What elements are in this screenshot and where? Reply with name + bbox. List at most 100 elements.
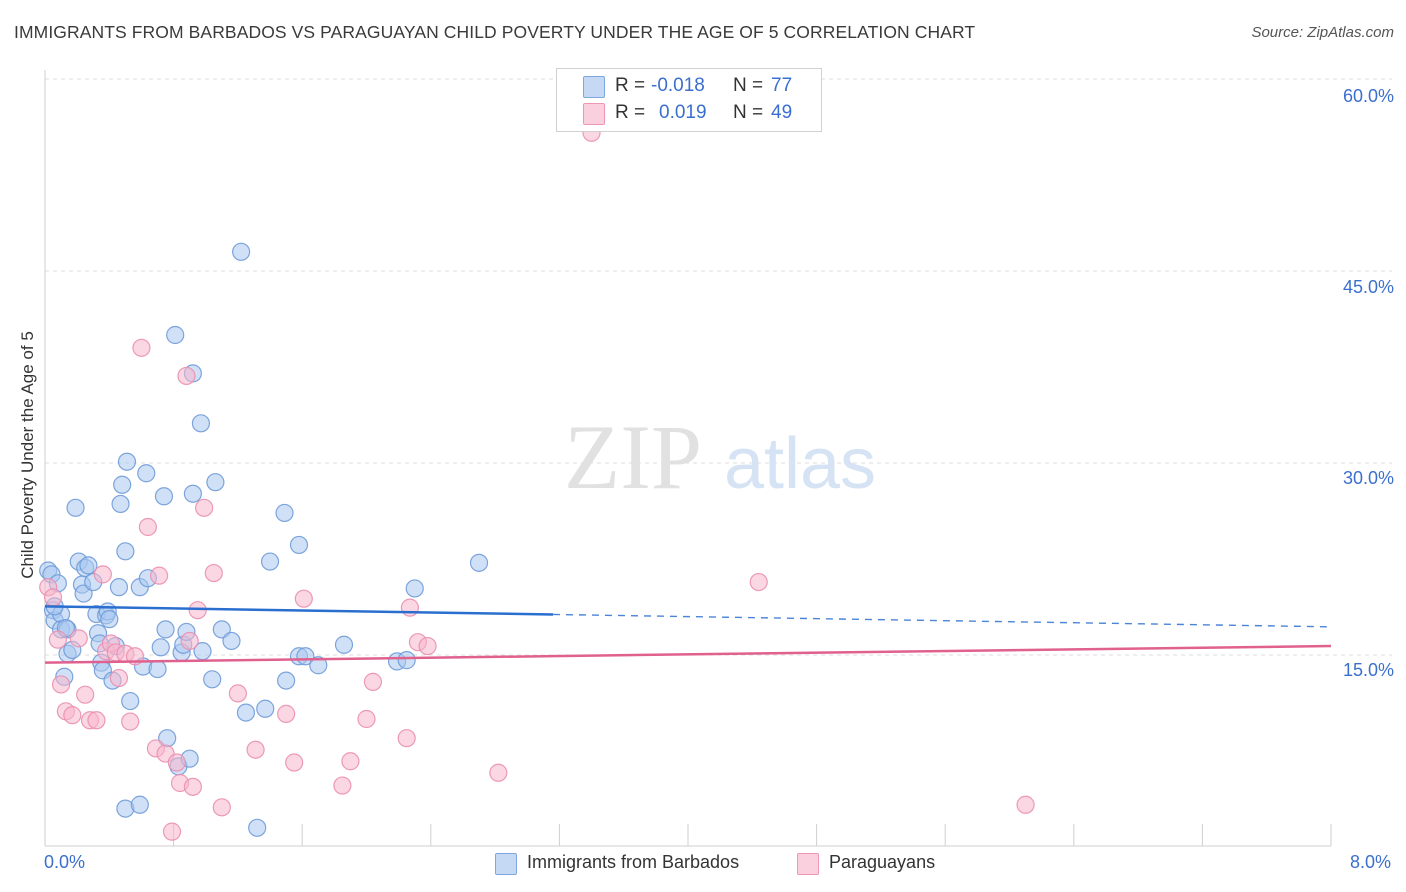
data-point-barbados <box>166 325 185 345</box>
data-point-barbados <box>137 464 156 483</box>
x-tick-label-min: 0.0% <box>44 852 86 872</box>
data-point-paraguayans <box>132 338 151 357</box>
data-point-barbados <box>191 414 211 433</box>
y-tick-label-60: 60.0% <box>1342 86 1394 106</box>
legend-swatch-paraguayans <box>583 103 605 125</box>
data-point-paraguayans <box>162 822 182 841</box>
points-layer <box>39 123 1035 841</box>
data-point-paraguayans <box>183 777 202 796</box>
y-tick-label-45: 45.0% <box>1342 277 1394 297</box>
data-point-paraguayans <box>180 631 199 651</box>
data-point-paraguayans <box>150 566 169 585</box>
data-point-paraguayans <box>109 668 129 688</box>
data-point-paraguayans <box>63 706 82 725</box>
data-point-paraguayans <box>188 601 207 620</box>
data-point-barbados <box>222 631 241 651</box>
data-point-paraguayans <box>418 636 437 656</box>
data-point-paraguayans <box>400 598 420 617</box>
trend-layer <box>44 605 1332 664</box>
data-point-paraguayans <box>69 629 88 648</box>
correlation-legend: R = -0.018 N = 77 R = 0.019 N = 49 <box>556 68 822 132</box>
source-label: Source: ZipAtlas.com <box>1251 24 1394 41</box>
data-point-barbados <box>236 703 256 722</box>
data-point-barbados <box>121 691 140 711</box>
data-point-barbados <box>206 473 225 492</box>
data-point-paraguayans <box>212 798 231 817</box>
trend-line-paraguayans <box>44 644 1332 664</box>
legend-n-value-paraguayans: 49 <box>771 102 793 123</box>
grid-layer <box>44 70 1392 847</box>
data-point-paraguayans <box>76 685 95 704</box>
data-point-barbados <box>100 610 119 629</box>
watermark-atlas: atlas <box>724 424 876 504</box>
data-point-paraguayans <box>749 572 768 592</box>
data-point-barbados <box>117 452 137 471</box>
watermark: ZIP atlas <box>564 406 876 508</box>
legend-n-label: N = <box>733 102 764 123</box>
data-point-barbados <box>405 579 424 598</box>
data-point-barbados <box>397 651 416 670</box>
data-point-barbados <box>130 795 149 814</box>
data-point-paraguayans <box>489 763 508 782</box>
data-point-paraguayans <box>195 498 214 517</box>
data-point-barbados <box>248 818 267 837</box>
data-point-barbados <box>116 542 135 561</box>
y-axis-label: Child Poverty Under the Age of 5 <box>18 331 37 579</box>
data-point-paraguayans <box>167 753 186 772</box>
data-point-paraguayans <box>277 704 296 723</box>
legend-r-value-barbados: -0.018 <box>651 75 705 96</box>
legend-n-value-barbados: 77 <box>771 75 793 96</box>
data-point-paraguayans <box>285 753 304 772</box>
bottom-legend-swatch-barbados <box>495 853 517 875</box>
data-point-paraguayans <box>228 684 247 703</box>
data-point-paraguayans <box>48 630 67 649</box>
x-tick-label-max: 8.0% <box>1350 852 1392 872</box>
data-point-paraguayans <box>246 740 265 759</box>
legend-r-label: R = <box>615 75 646 96</box>
data-point-barbados <box>109 578 129 597</box>
y-tick-label-30: 30.0% <box>1342 468 1394 488</box>
trend-line-barbados <box>44 605 553 616</box>
bottom-legend-swatch-paraguayans <box>797 853 819 875</box>
data-point-barbados <box>66 498 85 517</box>
data-point-barbados <box>260 552 280 571</box>
data-point-paraguayans <box>294 589 313 608</box>
data-point-paraguayans <box>51 675 71 694</box>
data-point-paraguayans <box>357 709 376 729</box>
legend-r-label: R = <box>615 102 646 123</box>
data-point-barbados <box>232 242 251 261</box>
data-point-barbados <box>148 659 167 679</box>
data-point-paraguayans <box>138 517 157 537</box>
data-point-barbados <box>79 556 98 575</box>
legend-swatch-barbados <box>583 76 605 98</box>
data-point-barbados <box>256 699 275 718</box>
data-point-barbados <box>113 475 132 494</box>
legend-r-value-paraguayans: 0.019 <box>659 102 707 123</box>
legend-n-label: N = <box>733 75 764 96</box>
data-point-paraguayans <box>204 563 223 583</box>
data-point-barbados <box>469 553 489 572</box>
data-point-barbados <box>183 484 202 503</box>
data-point-paraguayans <box>397 729 416 748</box>
data-point-barbados <box>111 494 130 514</box>
trend-line-dashed-barbados <box>552 613 1332 628</box>
data-point-paraguayans <box>121 712 140 731</box>
data-point-barbados <box>156 620 175 639</box>
data-point-paraguayans <box>1016 795 1035 814</box>
data-point-barbados <box>334 635 354 654</box>
data-point-paraguayans <box>341 752 360 771</box>
bottom-legend-label-paraguayans: Paraguayans <box>829 852 936 872</box>
data-point-barbados <box>151 638 170 657</box>
data-point-paraguayans <box>177 366 196 386</box>
data-point-barbados <box>154 487 174 506</box>
data-point-paraguayans <box>87 711 106 730</box>
data-point-paraguayans <box>363 672 383 691</box>
data-point-barbados <box>309 656 328 675</box>
watermark-zip: ZIP <box>564 406 702 508</box>
data-point-barbados <box>275 503 294 523</box>
data-point-barbados <box>203 670 222 689</box>
bottom-legend-label-barbados: Immigrants from Barbados <box>527 852 740 872</box>
data-point-paraguayans <box>93 565 112 584</box>
chart-title: IMMIGRANTS FROM BARBADOS VS PARAGUAYAN C… <box>14 22 976 42</box>
